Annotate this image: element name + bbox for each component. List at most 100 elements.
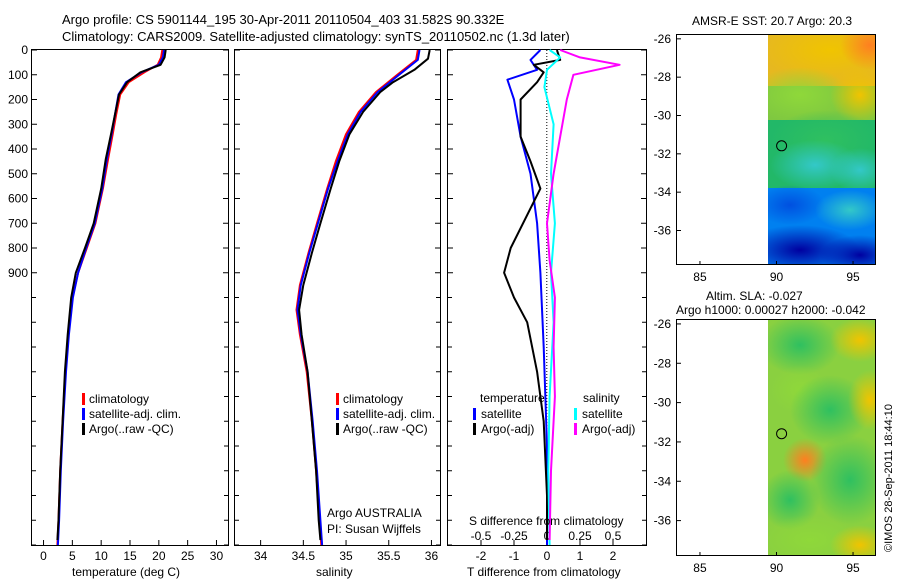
map-y-tick-label: -32 <box>654 147 672 161</box>
s-tick-label: 0.5 <box>605 529 622 543</box>
sst-map-panel: AMSR-E SST: 20.7 Argo: 20.3 85 90 95 -26 -28… <box>654 14 876 284</box>
y-tick-label: 600 <box>8 192 28 206</box>
map-y-tick-label: -30 <box>654 109 672 123</box>
sla-map-title: Altim. SLA: -0.027 <box>706 289 803 303</box>
difference-axes <box>447 49 647 546</box>
s-tick-label: -0.5 <box>471 529 492 543</box>
temperature-legend: climatology satellite-adj. clim. Argo(..… <box>82 392 181 436</box>
series-satellite-adj-clim- <box>56 49 165 546</box>
salinity-xlabel: salinity <box>316 565 353 579</box>
map-y-tick-label: -36 <box>654 224 672 238</box>
figure-title-line1: Argo profile: CS 5901144_195 30-Apr-2011… <box>62 12 505 27</box>
x-tick-label: 35 <box>339 549 353 563</box>
y-tick-label: 500 <box>8 167 28 181</box>
map-y-tick-label: -26 <box>654 32 672 46</box>
legend-label-satellite: satellite-adj. clim. <box>343 407 435 421</box>
salinity-legend: climatology satellite-adj. clim. Argo(..… <box>336 392 435 436</box>
x-tick-label: 2 <box>610 549 617 563</box>
y-tick-label: 400 <box>8 142 28 156</box>
credit-program: Argo AUSTRALIA <box>327 506 422 520</box>
y-tick-label: 800 <box>8 241 28 255</box>
legend-swatch-s-satellite <box>574 408 577 420</box>
legend-label-t-argo: Argo(-adj) <box>481 422 534 436</box>
difference-top-label: S difference from climatology <box>469 514 624 528</box>
sst-field <box>768 34 876 265</box>
series-s-satellite <box>543 49 562 546</box>
x-tick-label: 5 <box>69 549 76 563</box>
map-y-tick-label: -28 <box>654 356 672 370</box>
x-tick-label: 35.5 <box>377 549 401 563</box>
x-tick-label: 0 <box>40 549 47 563</box>
x-tick-label: 15 <box>123 549 137 563</box>
map-y-tick-label: -28 <box>654 70 672 84</box>
legend-label-climatology: climatology <box>89 392 149 406</box>
legend-swatch-climatology <box>82 393 85 405</box>
y-tick-label: 900 <box>8 266 28 280</box>
series-t-argo-adj- <box>503 49 562 540</box>
legend-swatch-t-satellite <box>473 408 476 420</box>
x-tick-label: 10 <box>94 549 108 563</box>
map-x-tick-label: 90 <box>770 270 784 284</box>
series-climatology <box>295 49 419 546</box>
map-x-tick-label: 85 <box>693 270 707 284</box>
s-tick-label: -0.25 <box>500 529 528 543</box>
legend-swatch-argo <box>336 423 339 435</box>
x-tick-label: 1 <box>577 549 584 563</box>
map-x-tick-label: 90 <box>770 561 784 575</box>
legend-swatch-climatology <box>336 393 339 405</box>
x-tick-label: 25 <box>181 549 195 563</box>
x-tick-label: 36 <box>425 549 439 563</box>
y-tick-label: 700 <box>8 216 28 230</box>
legend-label-s-argo: Argo(-adj) <box>582 422 635 436</box>
legend-header-temperature: temperature <box>480 391 545 405</box>
x-tick-label: -2 <box>476 549 487 563</box>
temperature-panel: 0 100 200 300 400 500 600 700 800 900 0 5 10 15 20 25 3… <box>8 43 229 579</box>
series-t-satellite <box>506 49 548 545</box>
sst-profile-marker <box>776 140 788 152</box>
series-argo-raw-qc- <box>298 49 431 541</box>
y-tick-label: 300 <box>8 117 28 131</box>
legend-label-t-satellite: satellite <box>481 407 522 421</box>
imos-timestamp: ©IMOS 28-Sep-2011 18:44:10 <box>883 404 895 552</box>
legend-swatch-satellite <box>336 408 339 420</box>
map-y-tick-label: -34 <box>654 185 672 199</box>
map-x-tick-label: 95 <box>846 561 860 575</box>
series-argo-raw-qc- <box>56 49 167 541</box>
map-y-tick-label: -26 <box>654 317 672 331</box>
map-y-tick-label: -32 <box>654 435 672 449</box>
temperature-xlabel: temperature (deg C) <box>72 565 180 579</box>
legend-swatch-argo <box>82 423 85 435</box>
x-tick-label: -1 <box>509 549 520 563</box>
sla-field <box>768 319 876 556</box>
difference-xlabel: T difference from climatology <box>467 565 621 579</box>
legend-swatch-t-argo <box>473 423 476 435</box>
sla-map-subtitle: Argo h1000: 0.00027 h2000: -0.042 <box>676 303 866 317</box>
sla-map-panel: Altim. SLA: -0.027 Argo h1000: 0.00027 h… <box>654 289 876 575</box>
y-tick-label: 200 <box>8 93 28 107</box>
x-tick-label: 20 <box>152 549 166 563</box>
legend-label-argo: Argo(..raw -QC) <box>343 422 428 436</box>
figure-title-line2: Climatology: CARS2009. Satellite-adjuste… <box>62 29 570 44</box>
legend-header-salinity: salinity <box>583 391 620 405</box>
temperature-axes <box>31 49 229 546</box>
salinity-panel: 34 34.5 35 35.5 36 salinity climatology sate… <box>234 49 441 579</box>
salinity-axes <box>234 49 441 546</box>
map-x-tick-label: 95 <box>846 270 860 284</box>
legend-label-s-satellite: satellite <box>582 407 623 421</box>
credit-pi: PI: Susan Wijffels <box>327 522 421 536</box>
x-tick-label: 30 <box>210 549 224 563</box>
sla-profile-marker <box>776 428 788 440</box>
series-s-argo-adj- <box>546 49 621 541</box>
s-tick-label: 0.25 <box>568 529 592 543</box>
y-tick-label: 100 <box>8 68 28 82</box>
legend-label-climatology: climatology <box>343 392 403 406</box>
legend-swatch-s-argo <box>574 423 577 435</box>
legend-label-argo: Argo(..raw -QC) <box>89 422 174 436</box>
legend-label-satellite: satellite-adj. clim. <box>89 407 181 421</box>
y-tick-label: 0 <box>21 43 28 57</box>
map-x-tick-label: 85 <box>693 561 707 575</box>
x-tick-label: 34 <box>254 549 268 563</box>
map-y-tick-label: -34 <box>654 474 672 488</box>
